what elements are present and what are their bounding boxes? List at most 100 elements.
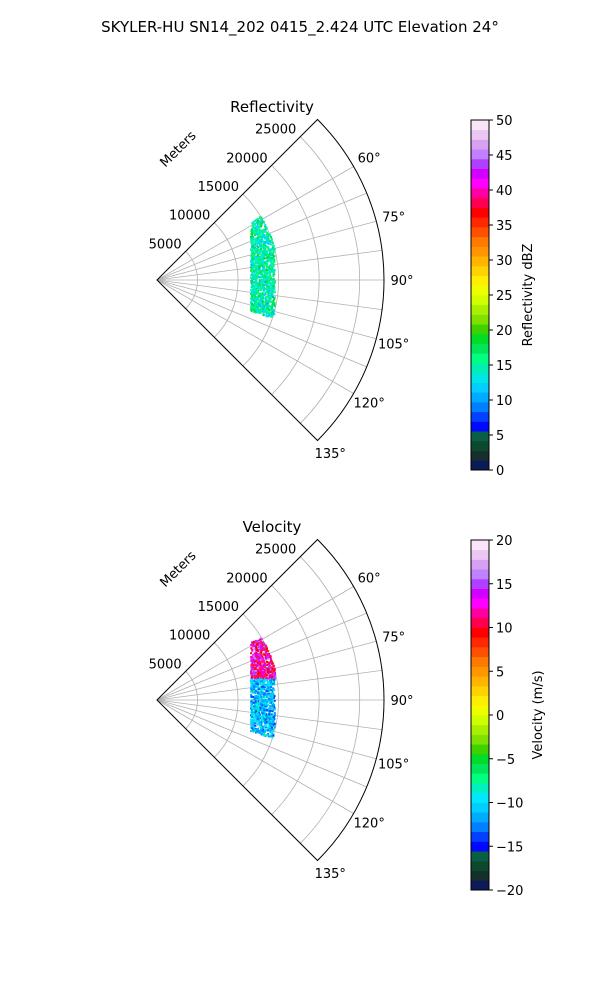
colorbar-segment xyxy=(471,656,489,667)
echo-gate xyxy=(269,658,272,661)
range-tick-label: 15000 xyxy=(198,600,239,615)
echo-gate xyxy=(266,705,268,708)
echo-gate xyxy=(256,654,259,657)
colorbar-segment xyxy=(471,569,489,580)
echo-gate xyxy=(263,287,266,290)
echo-gate xyxy=(270,716,273,719)
echo-gate xyxy=(250,228,253,231)
range-tick-label: 5000 xyxy=(149,657,182,672)
echo-gate xyxy=(251,715,254,718)
echo-gate xyxy=(272,251,275,254)
echo-gate xyxy=(251,649,254,652)
echo-gate xyxy=(258,718,261,721)
echo-gate xyxy=(255,711,258,714)
echo-gate xyxy=(250,269,253,272)
echo-gate xyxy=(259,729,262,732)
echo-gate xyxy=(260,225,262,228)
echo-gate xyxy=(270,236,273,239)
azimuth-tick-label: 75° xyxy=(382,631,405,646)
echo-gate xyxy=(259,651,262,654)
echo-gate xyxy=(253,683,256,686)
velocity-panel: Velocity Meters 5000 10000 15000 20000 25000… xyxy=(149,518,546,899)
echo-gate xyxy=(255,260,258,263)
echo-gate xyxy=(267,684,270,687)
echo-gate xyxy=(253,698,256,701)
echo-gate xyxy=(253,254,256,257)
echo-gate xyxy=(259,677,262,680)
echo-gate xyxy=(252,266,255,269)
echo-gate xyxy=(254,279,257,282)
echo-gate xyxy=(250,704,253,707)
echo-gate xyxy=(256,683,259,686)
echo-gate xyxy=(273,722,276,725)
sector-outline xyxy=(156,118,385,442)
echo-gate xyxy=(269,260,272,263)
echo-gate xyxy=(257,221,260,224)
echo-gate xyxy=(253,685,256,688)
echo-gate xyxy=(268,291,271,294)
echo-gate xyxy=(255,707,258,710)
echo-gate xyxy=(260,641,263,644)
echo-gate xyxy=(256,281,259,284)
colorbar-segment xyxy=(471,773,489,784)
echo-gate xyxy=(257,707,260,710)
echo-gate xyxy=(250,685,253,688)
echo-gate xyxy=(263,647,266,650)
echo-gate xyxy=(256,702,259,705)
echo-gate xyxy=(250,300,253,303)
echo-gate xyxy=(270,301,273,303)
echo-gate xyxy=(270,728,272,731)
echo-gate xyxy=(273,667,276,670)
echo-gate xyxy=(268,240,271,243)
echo-gate xyxy=(259,723,262,726)
echo-gate xyxy=(268,254,271,257)
echo-gate xyxy=(260,229,263,232)
echo-gate xyxy=(259,706,262,709)
echo-gate xyxy=(265,647,268,650)
echo-gate xyxy=(253,708,256,711)
echo-gate xyxy=(250,656,253,659)
echo-gate xyxy=(270,721,273,724)
echo-gate xyxy=(259,249,262,252)
echo-gate xyxy=(251,675,254,678)
echo-gate xyxy=(253,674,256,677)
echo-gate xyxy=(261,664,264,667)
colorbar-tick-label: −20 xyxy=(496,884,523,899)
echo-gate xyxy=(262,242,265,245)
echo-gate xyxy=(260,651,263,654)
echo-gate xyxy=(253,672,256,675)
echo-gate xyxy=(256,233,259,236)
echo-gate xyxy=(266,677,269,680)
echo-gate xyxy=(256,310,258,312)
echo-gate xyxy=(267,291,270,294)
colorbar-segment xyxy=(471,841,489,852)
echo-gate xyxy=(264,297,267,300)
echo-gate xyxy=(266,246,269,249)
echo-gate xyxy=(273,727,275,730)
azimuth-spoke xyxy=(156,279,367,368)
echo-gate xyxy=(253,262,256,265)
echo-gate xyxy=(272,725,275,727)
echo-gate xyxy=(260,255,263,258)
echo-gate xyxy=(251,268,254,271)
echo-gate xyxy=(256,253,259,256)
echo-gate xyxy=(267,256,270,259)
echo-gate xyxy=(256,291,259,294)
echo-gate xyxy=(272,300,275,303)
echo-gate xyxy=(264,712,267,715)
echo-gate xyxy=(257,307,260,310)
echo-gate xyxy=(260,250,263,253)
echo-gate xyxy=(258,666,261,669)
echo-gate xyxy=(255,719,258,722)
echo-gate xyxy=(259,265,262,267)
echo-gate xyxy=(257,700,260,703)
echo-gate xyxy=(270,296,273,298)
echo-gate xyxy=(272,285,275,288)
echo-gate xyxy=(266,291,269,294)
echo-gate xyxy=(264,225,267,228)
echo-gate xyxy=(250,673,253,676)
colorbar-segment xyxy=(471,646,489,658)
echo-gate xyxy=(264,307,267,310)
echo-gate xyxy=(263,280,266,283)
echo-gate xyxy=(259,269,262,272)
